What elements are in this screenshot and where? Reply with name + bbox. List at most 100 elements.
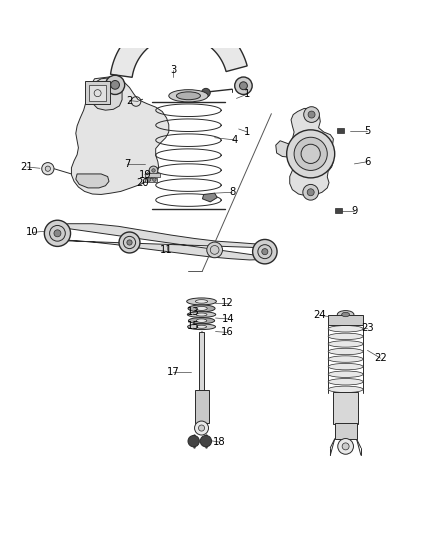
Ellipse shape (328, 341, 363, 347)
Text: 1: 1 (244, 127, 251, 137)
Text: 2: 2 (126, 95, 133, 106)
Text: 5: 5 (364, 126, 371, 136)
Text: 22: 22 (374, 353, 387, 363)
Circle shape (44, 220, 71, 246)
Bar (89, 85, 106, 101)
Circle shape (111, 80, 120, 89)
Circle shape (201, 88, 210, 97)
Ellipse shape (196, 313, 207, 316)
Text: 24: 24 (313, 310, 326, 320)
Text: 17: 17 (167, 367, 180, 377)
Text: 10: 10 (26, 228, 39, 237)
Circle shape (45, 166, 50, 171)
Circle shape (94, 90, 101, 96)
Circle shape (307, 189, 314, 196)
Circle shape (54, 230, 61, 237)
Circle shape (235, 77, 252, 94)
Circle shape (152, 169, 155, 172)
Ellipse shape (328, 371, 363, 377)
Text: 7: 7 (124, 159, 131, 169)
Circle shape (119, 232, 140, 253)
Ellipse shape (328, 333, 363, 340)
Text: 19: 19 (138, 170, 151, 180)
Text: 4: 4 (231, 135, 237, 145)
Circle shape (149, 166, 158, 175)
Text: 20: 20 (136, 177, 149, 188)
Bar (145, 173, 160, 177)
Ellipse shape (187, 298, 216, 305)
Circle shape (207, 242, 223, 258)
Circle shape (262, 248, 268, 255)
Circle shape (49, 225, 65, 241)
Bar (145, 179, 157, 182)
Ellipse shape (328, 356, 363, 362)
Polygon shape (276, 141, 291, 157)
Circle shape (200, 435, 212, 447)
Text: 3: 3 (170, 65, 176, 75)
Text: 15: 15 (187, 321, 199, 331)
Ellipse shape (328, 326, 363, 332)
Bar (199, 332, 204, 424)
Ellipse shape (196, 319, 207, 322)
Circle shape (188, 435, 199, 447)
Ellipse shape (188, 318, 215, 324)
Ellipse shape (328, 378, 363, 385)
Polygon shape (91, 77, 122, 110)
Circle shape (152, 178, 156, 181)
Bar (85, 82, 110, 104)
Polygon shape (110, 14, 247, 77)
Ellipse shape (337, 311, 354, 318)
Bar (328, 316, 363, 325)
Text: 23: 23 (361, 322, 374, 333)
Polygon shape (76, 174, 109, 188)
Text: 11: 11 (160, 245, 173, 255)
Text: 18: 18 (213, 437, 225, 447)
Polygon shape (290, 108, 333, 196)
Circle shape (308, 111, 315, 118)
Ellipse shape (328, 348, 363, 354)
Ellipse shape (187, 324, 215, 329)
Circle shape (294, 138, 327, 171)
Text: 1: 1 (244, 89, 251, 99)
Bar (335, 423, 357, 439)
Circle shape (240, 82, 247, 90)
Ellipse shape (328, 386, 363, 392)
Ellipse shape (342, 312, 350, 317)
Ellipse shape (177, 92, 201, 100)
Text: 21: 21 (21, 162, 33, 172)
Circle shape (301, 144, 320, 164)
Text: 6: 6 (364, 157, 371, 167)
Text: 12: 12 (221, 298, 234, 308)
Text: 8: 8 (229, 187, 235, 197)
Polygon shape (71, 77, 169, 195)
Circle shape (127, 240, 132, 245)
Circle shape (106, 75, 125, 94)
Circle shape (198, 425, 205, 431)
Ellipse shape (187, 312, 216, 317)
Circle shape (148, 178, 151, 181)
Ellipse shape (328, 364, 363, 370)
Polygon shape (202, 193, 217, 202)
Ellipse shape (196, 306, 207, 310)
Circle shape (253, 239, 277, 264)
Ellipse shape (169, 90, 208, 102)
Bar (337, 128, 344, 133)
Circle shape (210, 246, 219, 254)
Circle shape (304, 107, 319, 123)
Circle shape (338, 439, 353, 454)
Bar (194, 390, 208, 423)
Text: 13: 13 (187, 308, 199, 317)
Text: 9: 9 (351, 206, 357, 216)
Circle shape (342, 443, 349, 450)
Text: 16: 16 (221, 327, 234, 337)
Bar (335, 208, 342, 213)
Ellipse shape (195, 300, 208, 303)
Ellipse shape (197, 325, 207, 328)
Circle shape (42, 163, 54, 175)
Circle shape (258, 245, 272, 259)
Circle shape (124, 236, 136, 248)
Circle shape (303, 184, 318, 200)
Ellipse shape (188, 305, 215, 312)
Text: 14: 14 (222, 314, 234, 324)
Polygon shape (52, 224, 274, 260)
